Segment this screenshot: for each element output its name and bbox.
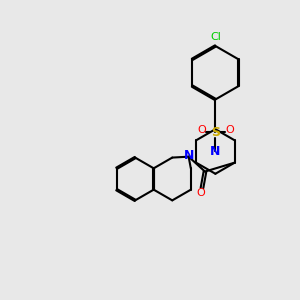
Text: Cl: Cl xyxy=(210,32,221,42)
Text: O: O xyxy=(225,125,234,135)
Text: N: N xyxy=(210,145,220,158)
Text: S: S xyxy=(211,126,220,139)
Text: N: N xyxy=(183,149,194,162)
Text: O: O xyxy=(197,125,206,135)
Text: O: O xyxy=(196,188,205,198)
